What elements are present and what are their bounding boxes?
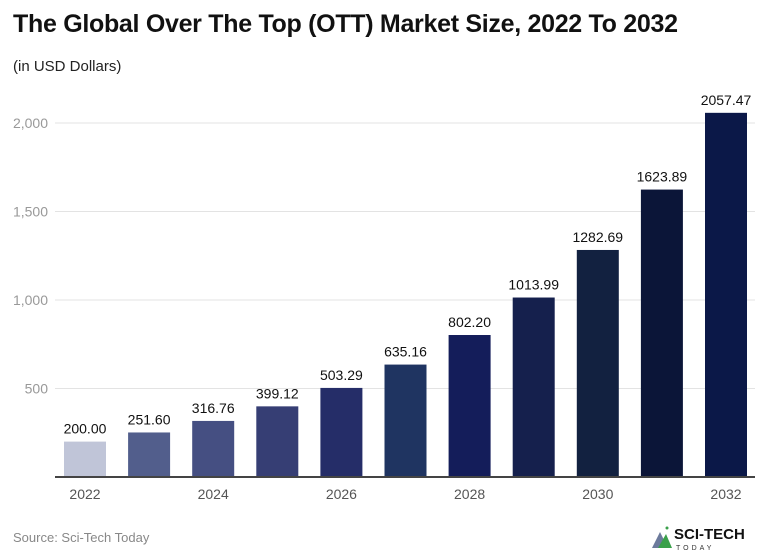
data-label: 503.29 (320, 367, 363, 383)
data-label: 200.00 (64, 421, 107, 437)
data-label: 802.20 (448, 314, 491, 330)
data-label: 399.12 (256, 385, 299, 401)
data-label: 635.16 (384, 344, 427, 360)
bar (640, 189, 683, 477)
y-tick-label: 1,000 (13, 292, 48, 308)
bar (384, 364, 427, 477)
bar (705, 112, 747, 477)
bar (64, 441, 106, 477)
data-label: 316.76 (192, 400, 235, 416)
y-tick-label: 2,000 (13, 115, 48, 131)
bar (128, 432, 171, 477)
data-label: 251.60 (128, 411, 171, 427)
bar (256, 406, 299, 477)
bar (448, 335, 491, 477)
bar-chart: 500 1,000 1,500 2,000 200.00 2022 251.60 316.76… (13, 92, 755, 502)
chart-title: The Global Over The Top (OTT) Market Siz… (13, 10, 678, 38)
data-label: 2057.47 (701, 92, 752, 108)
chart-subtitle: (in USD Dollars) (13, 58, 122, 75)
bar (512, 297, 555, 477)
y-tick-label: 500 (25, 381, 49, 397)
sci-tech-today-logo: SCI-TECH TODAY (652, 526, 745, 552)
x-tick-label: 2032 (710, 486, 741, 502)
x-tick-label: 2024 (198, 486, 229, 502)
svg-text:SCI-TECH: SCI-TECH (674, 526, 745, 543)
data-label: 1623.89 (637, 169, 688, 185)
bar (192, 420, 235, 477)
bar (320, 387, 363, 477)
x-tick-label: 2030 (582, 486, 613, 502)
data-label: 1013.99 (508, 277, 559, 293)
bar (576, 249, 619, 477)
y-tick-label: 1,500 (13, 204, 48, 220)
source-note: Source: Sci-Tech Today (13, 530, 150, 545)
x-tick-label: 2026 (326, 486, 357, 502)
data-label: 1282.69 (572, 229, 623, 245)
svg-text:TODAY: TODAY (676, 545, 714, 552)
x-tick-label: 2028 (454, 486, 485, 502)
x-tick-label: 2022 (69, 486, 100, 502)
